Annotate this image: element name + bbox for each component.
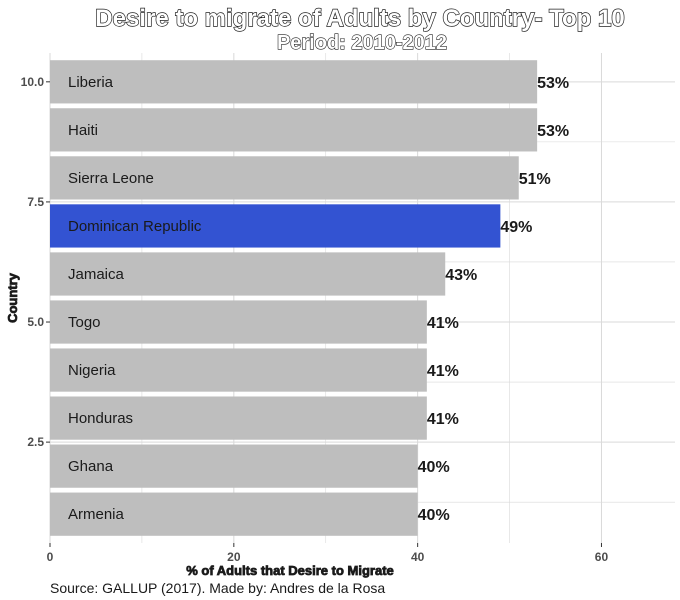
y-tick-label: 7.5 — [27, 195, 44, 209]
bar-dominican-republic — [50, 204, 501, 248]
bar-value-label: 51% — [519, 171, 551, 188]
bar-value-label: 49% — [500, 219, 532, 236]
bar-value-label: 41% — [427, 363, 459, 380]
bar-category-label: Liberia — [68, 74, 114, 91]
bar-nigeria — [50, 348, 427, 392]
y-tick-label: 5.0 — [27, 315, 44, 329]
bar-category-label: Haiti — [68, 122, 98, 139]
bar-honduras — [50, 396, 427, 440]
bar-category-label: Jamaica — [68, 266, 125, 283]
chart-subtitle: Period: 2010-2012 — [277, 32, 447, 54]
bar-category-label: Togo — [68, 314, 101, 331]
bars — [50, 60, 538, 536]
bar-haiti — [50, 108, 538, 152]
bar-liberia — [50, 60, 538, 104]
bar-category-label: Nigeria — [68, 362, 116, 379]
bar-category-label: Ghana — [68, 458, 114, 475]
bar-value-label: 41% — [427, 315, 459, 332]
x-tick-label: 0 — [47, 550, 54, 564]
x-tick-label: 40 — [411, 550, 425, 564]
x-tick-label: 60 — [595, 550, 609, 564]
bar-jamaica — [50, 252, 446, 296]
bar-value-label: 53% — [537, 123, 569, 140]
bar-labels: Liberia 53% Haiti 53% Sierra Leone 51% Dominic… — [68, 74, 569, 524]
bar-value-label: 40% — [418, 507, 450, 524]
axis-ticks: 0 20 40 60 2.5 5.0 7.5 10.0 — [21, 75, 609, 564]
bar-value-label: 40% — [418, 459, 450, 476]
chart-caption: Source: GALLUP (2017). Made by: Andres d… — [50, 580, 385, 596]
bar-value-label: 53% — [537, 75, 569, 92]
x-axis-title: % of Adults that Desire to Migrate — [186, 563, 394, 578]
bar-armenia — [50, 492, 418, 536]
bar-category-label: Dominican Republic — [68, 218, 202, 235]
bar-togo — [50, 300, 427, 344]
y-axis-title: Country — [5, 272, 20, 323]
bar-category-label: Sierra Leone — [68, 170, 154, 187]
bar-sierra-leone — [50, 156, 519, 200]
bar-ghana — [50, 444, 418, 488]
bar-category-label: Armenia — [68, 506, 125, 523]
y-tick-label: 2.5 — [27, 435, 44, 449]
x-tick-label: 20 — [227, 550, 241, 564]
bar-category-label: Honduras — [68, 410, 133, 427]
bar-value-label: 43% — [445, 267, 477, 284]
chart-title: Desire to migrate of Adults by Country- … — [95, 5, 624, 32]
y-tick-label: 10.0 — [21, 75, 45, 89]
bar-value-label: 41% — [427, 411, 459, 428]
